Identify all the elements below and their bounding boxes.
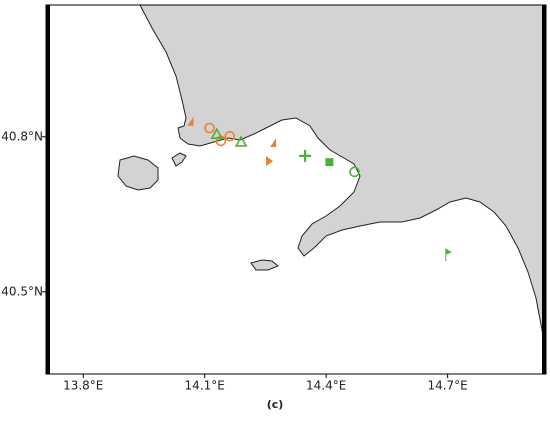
procida [171, 152, 187, 167]
marker-flag [187, 116, 194, 126]
marker-flag [270, 137, 277, 147]
marker-right-triangle [266, 156, 274, 167]
marker-square [325, 158, 334, 167]
marker-triangle [210, 127, 224, 140]
frame-left-bar [46, 5, 50, 374]
x-tick-label: 14.1°E [185, 379, 225, 393]
frame-right-bar [542, 5, 546, 374]
marker-pennant [445, 248, 452, 262]
marker-circle [349, 166, 360, 178]
x-tick-label: 14.7°E [427, 379, 467, 393]
ischia [117, 155, 159, 191]
y-tick-label: 40.5°N [1, 284, 43, 298]
marker-plus [299, 149, 312, 162]
x-tick-label: 13.8°E [63, 379, 103, 393]
marker-circle [204, 122, 215, 134]
x-tick-label: 14.4°E [306, 379, 346, 393]
mainland [139, 4, 547, 353]
caption: (c) [267, 398, 284, 411]
y-tick-label: 40.8°N [1, 129, 43, 143]
capri [250, 259, 279, 271]
marker-triangle [234, 135, 248, 147]
marker-circle [224, 130, 236, 142]
